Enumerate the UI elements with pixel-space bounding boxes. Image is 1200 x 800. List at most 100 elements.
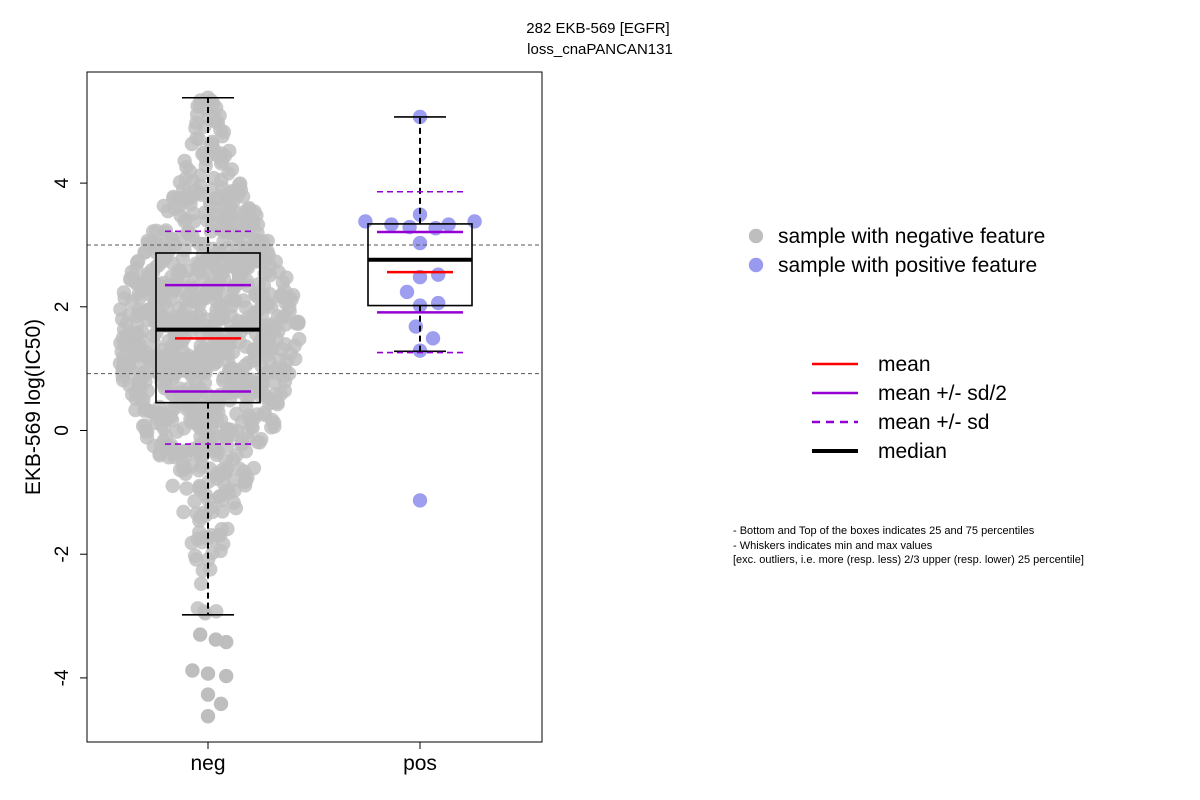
- neg-point: [149, 223, 164, 238]
- neg-point: [180, 186, 195, 202]
- neg-point: [193, 576, 209, 591]
- chart-subtitle: loss_cnaPANCAN131: [527, 41, 673, 58]
- neg-point: [200, 387, 215, 403]
- neg-point: [281, 289, 297, 305]
- neg-point: [225, 452, 241, 467]
- neg-point: [228, 293, 243, 308]
- neg-outlier-point: [185, 663, 200, 678]
- neg-point: [240, 257, 255, 273]
- neg-point: [290, 314, 305, 329]
- neg-point: [277, 362, 293, 377]
- pos-point: [431, 267, 446, 282]
- neg-point: [115, 330, 131, 346]
- neg-outlier-point: [193, 627, 208, 642]
- neg-point: [210, 444, 226, 460]
- neg-point: [167, 446, 182, 461]
- neg-point: [184, 535, 199, 551]
- neg-point: [156, 356, 171, 371]
- neg-point: [181, 348, 196, 363]
- legend-point-label: sample with negative feature: [778, 225, 1045, 248]
- neg-point: [197, 604, 212, 619]
- neg-point: [259, 332, 275, 347]
- neg-point: [195, 563, 210, 578]
- neg-point: [215, 298, 230, 313]
- neg-point: [129, 325, 145, 340]
- neg-point: [193, 178, 208, 193]
- neg-point: [143, 302, 158, 318]
- neg-point: [179, 160, 194, 175]
- neg-point: [236, 464, 252, 479]
- neg-point: [117, 355, 132, 370]
- neg-point: [201, 324, 216, 339]
- neg-point: [130, 308, 145, 324]
- neg-point: [173, 231, 188, 246]
- neg-point: [225, 183, 241, 199]
- neg-point: [141, 266, 156, 282]
- neg-point: [233, 324, 248, 340]
- neg-point: [254, 432, 269, 447]
- neg-point: [143, 404, 158, 419]
- neg-point: [201, 357, 216, 372]
- neg-point: [192, 297, 207, 312]
- neg-point: [184, 397, 200, 412]
- y-tick-label: 2: [52, 302, 73, 313]
- pos-point: [425, 331, 441, 346]
- iqr-box: [367, 223, 473, 307]
- pos-point: [412, 235, 428, 251]
- neg-outlier-point: [200, 709, 216, 724]
- neg-point: [249, 235, 264, 250]
- legend-line-label: mean +/- sd/2: [878, 382, 1007, 405]
- neg-point: [191, 463, 207, 478]
- neg-point: [187, 548, 203, 563]
- neg-point: [210, 398, 225, 413]
- neg-point: [165, 256, 181, 271]
- chart-title: 282 EKB-569 [EGFR]: [526, 20, 669, 37]
- legend-line-label: median: [878, 440, 947, 463]
- neg-point: [141, 364, 157, 379]
- neg-point: [222, 143, 237, 159]
- neg-boxplot: [155, 96, 261, 616]
- neg-point: [274, 310, 289, 326]
- neg-point: [273, 387, 288, 402]
- neg-point: [228, 501, 244, 516]
- neg-point: [169, 424, 185, 439]
- x-axis: neg pos: [190, 742, 437, 775]
- plot-frame: [86, 71, 543, 743]
- neg-point: [193, 429, 208, 444]
- neg-outlier-point: [200, 666, 216, 681]
- neg-point: [244, 212, 259, 227]
- neg-point: [203, 417, 218, 432]
- neg-point: [260, 244, 275, 259]
- legend-line-label: mean +/- sd: [878, 411, 989, 434]
- neg-point: [176, 504, 191, 520]
- neg-point: [195, 448, 210, 464]
- neg-point: [241, 314, 256, 329]
- y-tick-label: 4: [52, 177, 73, 188]
- neg-point: [199, 312, 214, 327]
- neg-outlier-point: [219, 668, 234, 684]
- neg-point: [217, 428, 233, 444]
- neg-point: [218, 464, 234, 480]
- neg-point: [132, 384, 147, 399]
- neg-point: [216, 198, 231, 214]
- pos-point: [399, 284, 415, 300]
- neg-point: [135, 418, 151, 434]
- neg-point: [251, 277, 266, 292]
- neg-outlier-point: [213, 696, 229, 712]
- neg-point: [178, 171, 194, 186]
- neg-point: [166, 189, 181, 205]
- pos-point: [412, 207, 428, 222]
- neg-point: [240, 432, 256, 447]
- pos-point: [431, 295, 446, 311]
- neg-point: [260, 364, 276, 380]
- pos-point: [467, 214, 482, 229]
- legend-line-label: mean: [878, 353, 931, 376]
- neg-point: [195, 534, 210, 550]
- neg-point: [165, 478, 180, 493]
- y-axis-label: EKB-569 log(IC50): [22, 319, 45, 495]
- pos-point: [412, 493, 428, 508]
- neg-point: [167, 313, 183, 328]
- note-line-2: - Whiskers indicates min and max values: [733, 540, 933, 552]
- neg-point: [129, 261, 144, 276]
- neg-point: [177, 363, 192, 378]
